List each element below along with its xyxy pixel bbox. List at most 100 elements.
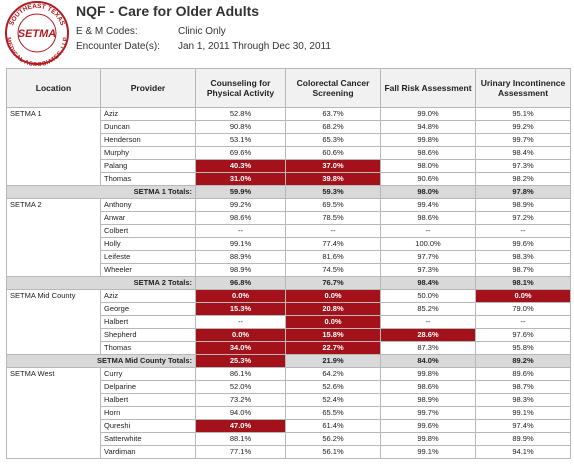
score-cell: 98.6% <box>380 380 476 394</box>
score-cell: 59.3% <box>285 185 381 199</box>
score-cell: -- <box>285 224 381 238</box>
score-cell: 99.2% <box>195 198 286 212</box>
score-cell: 100.0% <box>380 237 476 251</box>
score-cell: 99.0% <box>380 107 476 121</box>
score-cell: -- <box>380 224 476 238</box>
score-cell: 47.0% <box>195 419 286 433</box>
provider-cell: Halbert <box>100 393 196 407</box>
score-cell: 98.1% <box>475 276 571 290</box>
score-cell: 98.7% <box>475 263 571 277</box>
provider-cell: Curry <box>100 367 196 381</box>
total-label: SETMA 2 Totals: <box>6 276 196 290</box>
score-cell: 50.0% <box>380 289 476 303</box>
provider-row: Vardiman 77.1% 56.1% 99.1% 94.1% <box>7 445 571 459</box>
score-cell: 63.7% <box>285 107 381 121</box>
score-cell: 68.2% <box>285 120 381 134</box>
score-cell: 0.0% <box>285 315 381 329</box>
score-cell: 98.6% <box>195 211 286 225</box>
score-cell: 34.0% <box>195 341 286 355</box>
score-cell: 99.1% <box>195 237 286 251</box>
score-cell: 98.0% <box>380 185 476 199</box>
score-cell: 99.2% <box>475 120 571 134</box>
field-label: Encounter Date(s): <box>76 41 160 52</box>
score-cell: 99.8% <box>380 432 476 446</box>
location-cell: SETMA Mid County <box>6 289 101 355</box>
score-cell: -- <box>475 224 571 238</box>
logo-inner <box>17 13 57 53</box>
score-cell: -- <box>195 224 286 238</box>
score-cell: 94.1% <box>475 445 571 459</box>
logo: SOUTHEAST TEXAS MEDICAL ASSOCIATES, LLP … <box>5 1 69 66</box>
provider-cell: Halbert <box>100 315 196 329</box>
field-value: Jan 1, 2011 Through Dec 30, 2011 <box>178 41 331 52</box>
provider-row: Henderson 53.1% 65.3% 99.8% 99.7% <box>7 133 571 147</box>
total-label: SETMA Mid County Totals: <box>6 354 196 368</box>
score-cell: 98.7% <box>475 380 571 394</box>
score-cell: -- <box>195 315 286 329</box>
score-cell: 88.9% <box>195 250 286 264</box>
score-cell: 98.4% <box>475 146 571 160</box>
provider-row: Satterwhite 88.1% 56.2% 99.8% 89.9% <box>7 432 571 446</box>
provider-cell: George <box>100 302 196 316</box>
score-cell: 20.8% <box>285 302 381 316</box>
score-cell: 56.2% <box>285 432 381 446</box>
score-cell: 98.0% <box>380 159 476 173</box>
location-cell: SETMA West <box>6 367 101 459</box>
score-cell: -- <box>475 315 571 329</box>
score-cell: 74.5% <box>285 263 381 277</box>
score-cell: 76.7% <box>285 276 381 290</box>
provider-cell: Holly <box>100 237 196 251</box>
score-cell: 97.3% <box>475 159 571 173</box>
score-cell: 39.8% <box>285 172 381 186</box>
score-cell: 90.6% <box>380 172 476 186</box>
score-cell: 99.6% <box>380 419 476 433</box>
provider-row: Palang 40.3% 37.0% 98.0% 97.3% <box>7 159 571 173</box>
score-cell: 94.0% <box>195 406 286 420</box>
provider-cell: Palang <box>100 159 196 173</box>
score-cell: 85.2% <box>380 302 476 316</box>
provider-cell: Thomas <box>100 341 196 355</box>
score-cell: 98.4% <box>380 276 476 290</box>
score-cell: 97.3% <box>380 263 476 277</box>
score-cell: 98.9% <box>380 393 476 407</box>
score-cell: 98.6% <box>380 146 476 160</box>
header-row: Location Provider Counseling for Physical … <box>6 68 571 108</box>
score-cell: 40.3% <box>195 159 286 173</box>
provider-row: George 15.3% 20.8% 85.2% 79.0% <box>7 302 571 316</box>
score-cell: 21.9% <box>285 354 381 368</box>
score-cell: 81.6% <box>285 250 381 264</box>
score-cell: 59.9% <box>195 185 286 199</box>
total-label: SETMA 1 Totals: <box>6 185 196 199</box>
score-cell: 89.9% <box>475 432 571 446</box>
score-cell: 97.7% <box>380 250 476 264</box>
score-cell: 77.4% <box>285 237 381 251</box>
score-cell: 97.6% <box>475 328 571 342</box>
column-header: Urinary Incontinence Assessment <box>475 68 571 108</box>
column-header: Colorectal Cancer Screening <box>285 68 381 108</box>
provider-row: SETMA 2 Anthony 99.2% 69.5% 99.4% 98.9% <box>6 198 571 277</box>
score-cell: 0.0% <box>195 328 286 342</box>
score-cell: 99.6% <box>475 237 571 251</box>
score-cell: 28.6% <box>380 328 476 342</box>
score-cell: 98.2% <box>475 172 571 186</box>
score-cell: 99.1% <box>380 445 476 459</box>
score-cell: -- <box>380 315 476 329</box>
score-cell: 95.1% <box>475 107 571 121</box>
provider-cell: Vardiman <box>100 445 196 459</box>
provider-cell: Horn <box>100 406 196 420</box>
provider-row: SETMA Mid County Aziz 0.0% 0.0% 50.0% 0.0% <box>6 289 571 355</box>
score-cell: 15.3% <box>195 302 286 316</box>
score-cell: 64.2% <box>285 367 381 381</box>
score-cell: 98.3% <box>475 250 571 264</box>
field-value: Clinic Only <box>178 26 226 37</box>
score-cell: 77.1% <box>195 445 286 459</box>
provider-cell: Shepherd <box>100 328 196 342</box>
provider-row: Murphy 69.6% 60.6% 98.6% 98.4% <box>7 146 571 160</box>
provider-row: Halbert -- 0.0% -- -- <box>7 315 571 329</box>
score-cell: 89.2% <box>475 354 571 368</box>
score-cell: 65.5% <box>285 406 381 420</box>
provider-cell: Aziz <box>100 107 196 121</box>
provider-cell: Anthony <box>100 198 196 212</box>
provider-cell: Qureshi <box>100 419 196 433</box>
